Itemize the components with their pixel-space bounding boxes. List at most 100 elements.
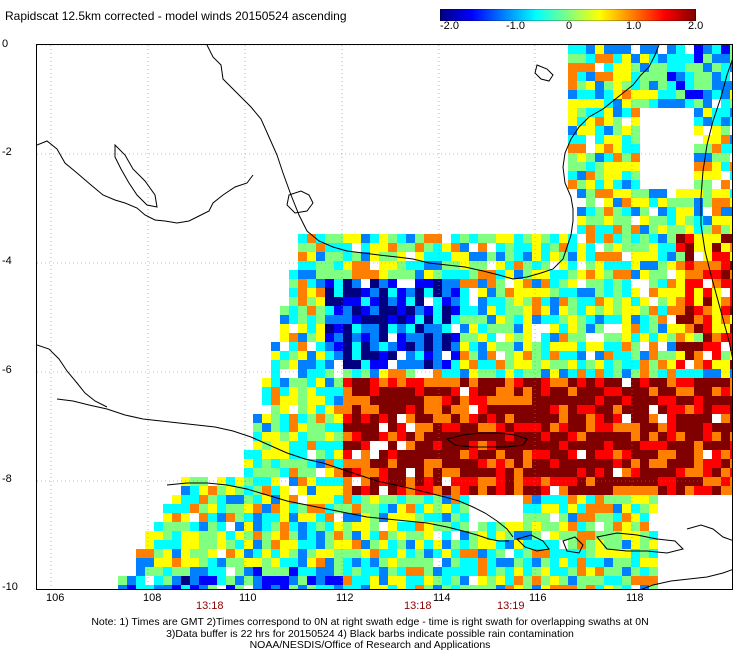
wind-cell (217, 477, 226, 486)
wind-cell (613, 585, 622, 589)
wind-cell (199, 531, 208, 540)
wind-cell (532, 567, 541, 576)
wind-cell (667, 45, 676, 54)
wind-cell (523, 504, 532, 513)
wind-cell (622, 432, 631, 441)
wind-cell (613, 387, 622, 396)
wind-cell (712, 117, 721, 126)
wind-cell (208, 549, 217, 558)
map-gridlines (37, 45, 732, 589)
wind-cell (550, 504, 559, 513)
wind-cell (388, 558, 397, 567)
wind-cell (577, 225, 586, 234)
wind-cell (550, 306, 559, 315)
wind-cell (568, 477, 577, 486)
wind-cell (631, 495, 640, 504)
wind-cell (595, 108, 604, 117)
wind-cell (712, 162, 721, 171)
wind-cell (559, 486, 568, 495)
wind-cell (595, 261, 604, 270)
wind-cell (388, 387, 397, 396)
wind-cell (487, 540, 496, 549)
wind-cell (595, 324, 604, 333)
wind-cell (505, 567, 514, 576)
wind-cell (487, 414, 496, 423)
wind-cell (379, 387, 388, 396)
wind-cell (415, 261, 424, 270)
wind-cell (721, 189, 730, 198)
wind-cell (559, 459, 568, 468)
wind-cell (730, 396, 732, 405)
wind-cell (478, 576, 487, 585)
wind-cell (604, 531, 613, 540)
wind-cell (433, 468, 442, 477)
wind-cell (694, 486, 703, 495)
wind-cell (622, 405, 631, 414)
wind-cell (235, 540, 244, 549)
wind-cell (676, 477, 685, 486)
wind-cell (649, 234, 658, 243)
wind-cell (694, 315, 703, 324)
wind-cell (532, 522, 541, 531)
wind-cell (289, 585, 298, 589)
wind-cell (208, 531, 217, 540)
wind-cell (370, 351, 379, 360)
wind-cell (622, 306, 631, 315)
wind-cell (433, 495, 442, 504)
wind-cell (289, 522, 298, 531)
wind-cell (586, 450, 595, 459)
wind-cell (595, 468, 604, 477)
wind-cell (658, 369, 667, 378)
wind-cell (586, 216, 595, 225)
wind-cell (649, 540, 658, 549)
wind-cell (604, 99, 613, 108)
wind-cell (442, 495, 451, 504)
wind-cell (604, 279, 613, 288)
wind-cell (397, 540, 406, 549)
wind-cell (532, 486, 541, 495)
wind-cell (730, 252, 732, 261)
wind-cell (622, 351, 631, 360)
wind-cell (487, 585, 496, 589)
wind-cell (370, 306, 379, 315)
wind-cell (370, 288, 379, 297)
wind-cell (577, 522, 586, 531)
wind-cell (694, 63, 703, 72)
wind-cell (460, 450, 469, 459)
wind-cell (640, 270, 649, 279)
wind-cell (658, 90, 667, 99)
wind-cell (730, 297, 732, 306)
wind-cell (721, 414, 730, 423)
wind-cell (487, 279, 496, 288)
wind-cell (280, 531, 289, 540)
wind-cell (730, 189, 732, 198)
wind-cell (478, 234, 487, 243)
wind-cell (568, 117, 577, 126)
wind-cell (289, 477, 298, 486)
wind-cell (685, 54, 694, 63)
wind-cell (631, 531, 640, 540)
wind-cell (487, 270, 496, 279)
wind-cell (595, 315, 604, 324)
wind-cell (361, 504, 370, 513)
wind-cell (559, 513, 568, 522)
wind-cell (325, 234, 334, 243)
wind-cell (460, 351, 469, 360)
wind-cell (460, 486, 469, 495)
wind-cell (631, 126, 640, 135)
wind-cell (388, 459, 397, 468)
wind-cell (163, 558, 172, 567)
wind-cell (307, 252, 316, 261)
wind-cell (361, 387, 370, 396)
wind-cell (289, 441, 298, 450)
wind-cell (658, 297, 667, 306)
wind-cell (361, 297, 370, 306)
wind-cell (622, 576, 631, 585)
wind-cell (676, 63, 685, 72)
longitude-label: 108 (143, 592, 162, 604)
wind-cell (568, 540, 577, 549)
wind-cell (613, 423, 622, 432)
wind-cell (217, 531, 226, 540)
wind-cell (721, 117, 730, 126)
wind-cell (388, 261, 397, 270)
